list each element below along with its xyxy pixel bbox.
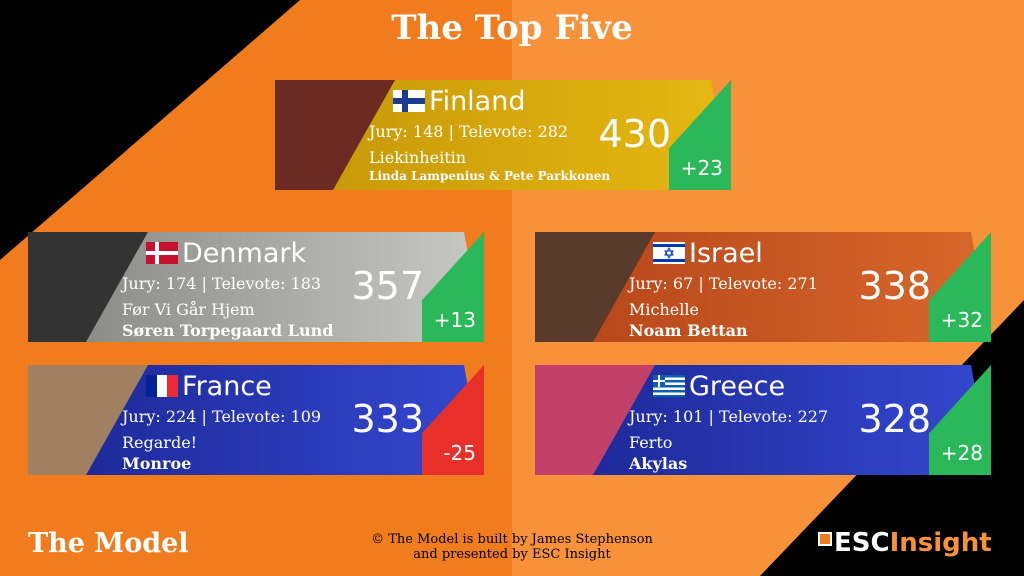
flag: [653, 242, 685, 264]
label: Jury:: [629, 407, 668, 426]
label: Jury:: [122, 407, 161, 426]
change: +28: [940, 441, 983, 465]
country: Finland: [429, 86, 526, 117]
total: 328: [858, 397, 931, 441]
label: Jury:: [122, 274, 161, 293]
artist: Akylas: [629, 454, 688, 473]
entry-card: Israel Jury: 67 | Televote: 271 338 Mich…: [535, 232, 991, 342]
votes: Jury: 67 | Televote: 271: [629, 274, 818, 293]
country: Greece: [689, 371, 786, 402]
credit-line: and presented by ESC Insight: [413, 547, 611, 562]
total: 338: [858, 264, 931, 308]
logo-icon: [818, 532, 832, 546]
entry-card: France Jury: 224 | Televote: 109 333 Reg…: [28, 365, 484, 475]
change-box: [929, 365, 991, 475]
label: Televote:: [708, 274, 783, 293]
televote: 183: [290, 274, 322, 293]
jury: 174: [165, 274, 197, 293]
votes: Jury: 174 | Televote: 183: [122, 274, 321, 293]
votes: Jury: 101 | Televote: 227: [629, 407, 828, 426]
artist: Monroe: [122, 454, 192, 473]
jury: 67: [672, 274, 694, 293]
artist: Linda Lampenius & Pete Parkkonen: [369, 169, 611, 183]
song: Michelle: [629, 300, 699, 319]
card-shapes: [28, 232, 484, 342]
footer-label: The Model: [28, 528, 189, 559]
card-shapes: [535, 365, 991, 475]
jury: 224: [165, 407, 197, 426]
televote: 227: [797, 407, 829, 426]
panel: [86, 232, 484, 342]
entry-card: Denmark Jury: 174 | Televote: 183 357 Fø…: [28, 232, 484, 342]
separator: |: [201, 274, 207, 293]
total: 430: [598, 112, 671, 156]
televote: 271: [787, 274, 818, 293]
title: The Top Five: [391, 8, 633, 48]
panel: [593, 365, 991, 475]
change-box: [929, 232, 991, 342]
change-box: [422, 365, 484, 475]
total: 333: [351, 397, 424, 441]
total: 357: [351, 264, 424, 308]
artist: Søren Torpegaard Lund: [122, 321, 334, 340]
separator: |: [698, 274, 704, 293]
change-box: [669, 80, 731, 190]
country: France: [182, 371, 272, 402]
change-box: [422, 232, 484, 342]
change: +32: [940, 308, 983, 332]
panel: [593, 232, 991, 342]
song: Ferto: [629, 433, 673, 452]
panel: [86, 365, 484, 475]
card-shapes: [28, 365, 484, 475]
credit-line: © The Model is built by James Stephenson: [371, 532, 653, 547]
label: Jury:: [369, 122, 408, 141]
card-shapes: [535, 232, 991, 342]
separator: |: [201, 407, 207, 426]
label: Jury:: [629, 274, 668, 293]
label: Televote:: [459, 122, 533, 141]
panel: [333, 80, 731, 190]
flag: [393, 90, 425, 112]
votes: Jury: 224 | Televote: 109: [122, 407, 321, 426]
country: Israel: [689, 238, 763, 269]
flag: [653, 375, 685, 397]
televote: 282: [537, 122, 569, 141]
flag: [146, 242, 178, 264]
separator: |: [448, 122, 454, 141]
televote: 109: [290, 407, 322, 426]
logo-text: Insight: [889, 528, 992, 558]
change: -25: [443, 441, 476, 465]
change: +13: [433, 308, 476, 332]
entry-card: Greece Jury: 101 | Televote: 227 328 Fer…: [535, 365, 991, 475]
credit: © The Model is built by James Stephenson…: [330, 532, 694, 562]
jury: 101: [672, 407, 704, 426]
separator: |: [708, 407, 714, 426]
logo: ESCInsight: [818, 528, 992, 558]
jury: 148: [412, 122, 444, 141]
song: Regarde!: [122, 433, 198, 452]
card-shapes: [275, 80, 731, 190]
change: +23: [680, 156, 723, 180]
label: Televote:: [212, 407, 286, 426]
entry-card: Finland Jury: 148 | Televote: 282 430 Li…: [275, 80, 731, 190]
logo-text: ESC: [834, 528, 890, 558]
label: Televote:: [719, 407, 793, 426]
label: Televote:: [212, 274, 286, 293]
song: Liekinheitin: [369, 148, 467, 167]
song: Før Vi Går Hjem: [122, 300, 255, 319]
artist: Noam Bettan: [629, 321, 748, 340]
country: Denmark: [182, 238, 307, 269]
votes: Jury: 148 | Televote: 282: [369, 122, 568, 141]
flag: [146, 375, 178, 397]
